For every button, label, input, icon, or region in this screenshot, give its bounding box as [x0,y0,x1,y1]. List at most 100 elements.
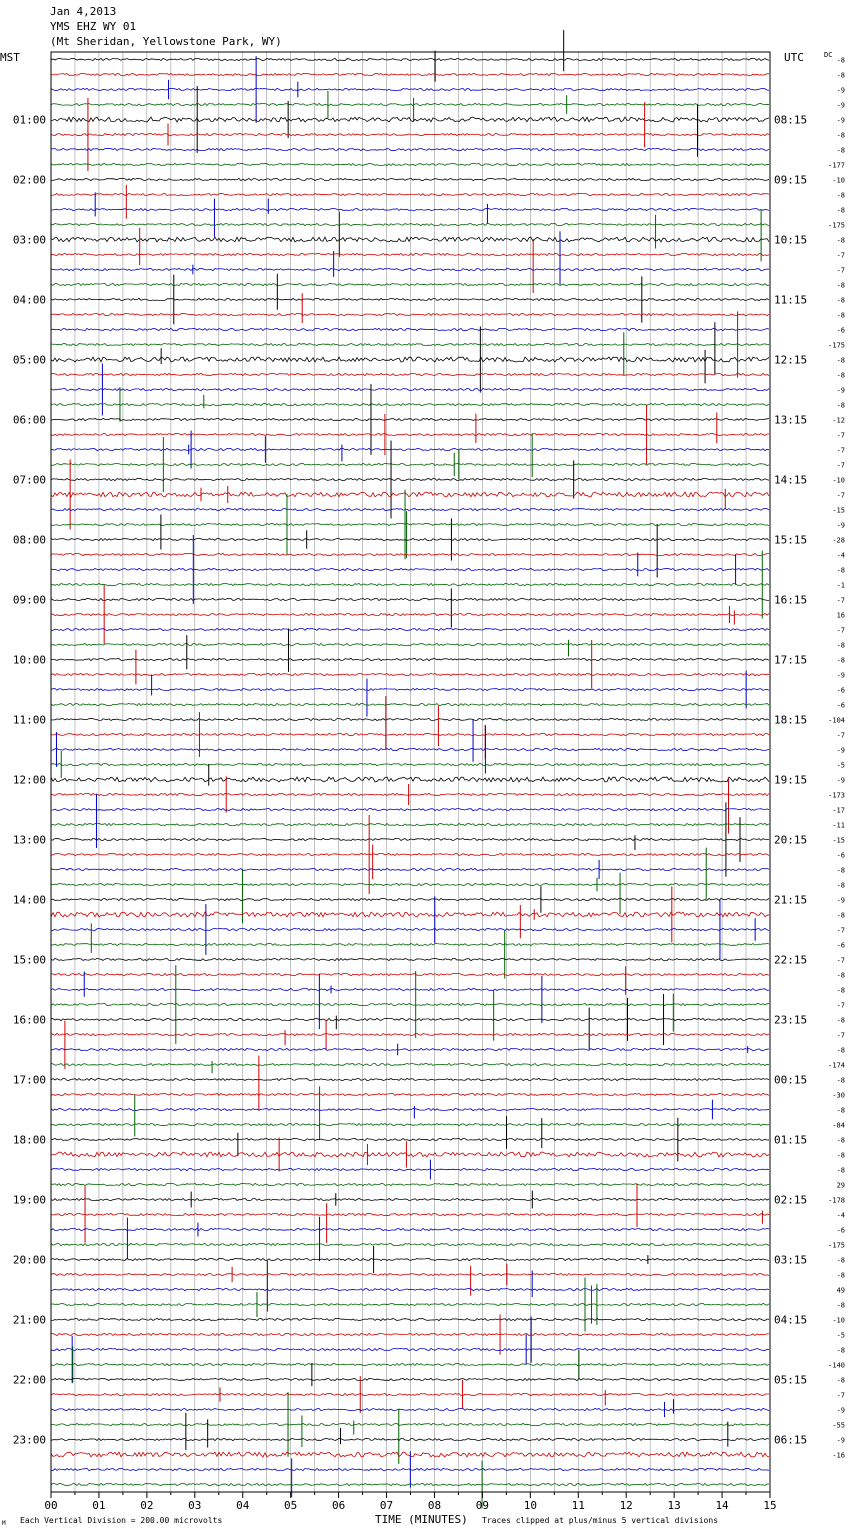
trace [50,282,770,287]
utc-hour-label: 11:15 [774,294,807,307]
dc-offset-value: -8 [837,312,845,320]
trace [50,1137,770,1142]
trace [50,1287,770,1292]
trace [50,597,770,602]
dc-offset-value: -8 [837,282,845,290]
dc-offset-value: -7 [837,432,845,440]
trace [50,372,770,377]
trace [50,1077,770,1082]
utc-hour-label: 16:15 [774,594,807,607]
trace [50,267,770,272]
mst-hour-label: 08:00 [13,534,46,547]
trace [50,852,770,857]
trace [50,642,770,647]
mst-hour-label: 23:00 [13,1434,46,1447]
dc-offset-value: -8 [837,1017,845,1025]
dc-offset-value: -8 [837,357,845,365]
trace [50,1347,770,1352]
x-tick-label: 14 [715,1499,729,1512]
dc-offset-value: -7 [837,927,845,935]
mst-hour-label: 05:00 [13,354,46,367]
dc-offset-value: -9 [837,897,845,905]
trace [50,911,770,918]
dc-offset-value: -8 [837,1107,845,1115]
utc-hour-label: 10:15 [774,234,807,247]
x-tick-label: 00 [44,1499,57,1512]
trace [50,657,770,662]
dc-offset-value: -9 [837,1437,845,1445]
dc-offset-value: -9 [837,87,845,95]
mst-hour-label: 14:00 [13,894,46,907]
trace [50,1332,769,1337]
dc-offset-value: -8 [837,192,845,200]
trace [50,87,770,92]
dc-offset-value: -7 [837,447,845,455]
mst-hour-label: 01:00 [13,114,46,127]
dc-offset-value: -9 [837,747,845,755]
trace [50,537,770,542]
dc-offset-value: -16 [832,1452,845,1460]
utc-hour-label: 19:15 [774,774,807,787]
dc-offset-value: -6 [837,687,845,695]
utc-hour-label: 02:15 [774,1194,807,1207]
dc-offset-value: -10 [832,1317,845,1325]
dc-offset-value: -8 [837,567,845,575]
dc-offset-value: -8 [837,642,845,650]
trace [50,972,770,977]
dc-offset-value: -1 [837,582,845,590]
trace [50,612,770,617]
dc-offset-value: -17 [832,807,845,815]
trace [50,702,770,707]
trace [50,1377,770,1382]
trace [50,402,770,407]
trace [50,1092,770,1097]
trace [50,1107,770,1112]
trace [50,822,770,827]
dc-offset-value: 29 [837,1182,845,1190]
trace [50,477,770,482]
x-tick-label: 05 [284,1499,297,1512]
dc-offset-value: -8 [837,297,845,305]
trace [50,507,770,512]
trace [50,522,770,527]
dc-offset-value: -8 [837,1377,845,1385]
dc-offset-value: -6 [837,327,845,335]
trace [50,57,770,62]
trace [50,867,770,872]
dc-offset-value: -8 [837,1137,845,1145]
dc-offset-value: -177 [828,162,845,170]
trace [50,762,769,767]
dc-offset-value: -8 [837,1047,845,1055]
utc-hour-label: 06:15 [774,1434,807,1447]
dc-offset-value: -175 [828,222,845,230]
trace [50,491,770,498]
x-tick-label: 09 [476,1499,489,1512]
dc-offset-value: -175 [828,1242,845,1250]
trace [50,387,770,392]
dc-offset-value: -7 [837,732,845,740]
dc-offset-value: -178 [828,1197,845,1205]
scale-note: Each Vertical Division = 200.00 microvol… [20,1516,222,1525]
dc-offset-value: -7 [837,597,845,605]
x-tick-label: 06 [332,1499,345,1512]
trace [50,447,770,452]
trace [50,116,770,123]
dc-offset-value: -7 [837,267,845,275]
trace [50,417,770,422]
trace [50,987,770,992]
dc-offset-value: -8 [837,972,845,980]
x-tick-label: 12 [620,1499,633,1512]
corner-mark: M [2,1520,6,1527]
trace [50,552,769,557]
trace [50,222,770,227]
mst-hour-label: 02:00 [13,174,46,187]
mst-hour-label: 06:00 [13,414,46,427]
trace [50,72,770,77]
dc-offset-value: -28 [832,537,845,545]
dc-offset-value: -15 [832,837,845,845]
dc-offset-value: -10 [832,477,845,485]
trace [50,207,770,212]
utc-hour-label: 05:15 [774,1374,807,1387]
dc-offset-value: -175 [828,342,845,350]
dc-offset-value: -9 [837,1407,845,1415]
